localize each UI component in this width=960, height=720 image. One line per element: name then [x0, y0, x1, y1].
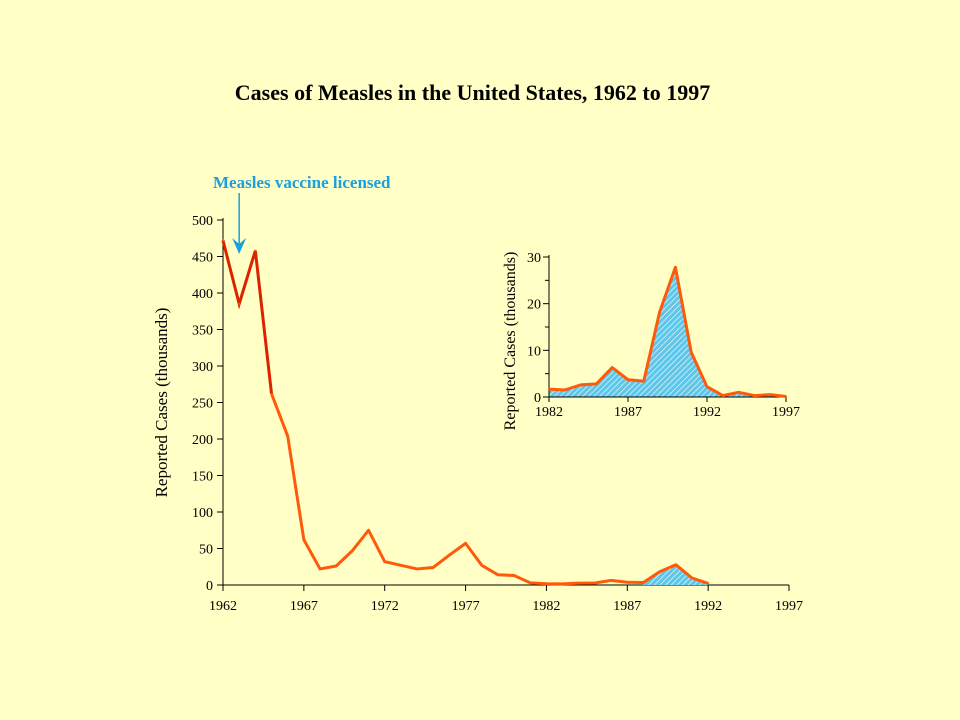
data-point [529, 581, 532, 584]
data-point [658, 570, 661, 573]
annotation-arrow-head [232, 238, 247, 254]
data-point [545, 582, 548, 585]
y-tick-label: 250 [192, 397, 213, 412]
inset-cases-line [548, 265, 787, 399]
x-tick-label: 1992 [694, 599, 722, 614]
y-tick-label: 400 [192, 287, 213, 302]
data-point [626, 581, 629, 584]
data-point [464, 542, 467, 545]
inset-x-tick-label: 1987 [614, 405, 642, 420]
data-point [610, 579, 613, 582]
data-point [399, 564, 402, 567]
data-point [416, 567, 419, 570]
x-tick-label: 1962 [209, 599, 237, 614]
inset-data-point [706, 385, 708, 388]
data-point [351, 549, 354, 552]
x-tick-label: 1987 [613, 599, 641, 614]
x-tick-label: 1982 [532, 599, 560, 614]
y-tick-label: 100 [192, 506, 213, 521]
y-tick-label: 50 [199, 543, 213, 558]
resurgence-area [643, 564, 709, 585]
y-axis-label: Reported Cases (thousands) [152, 308, 171, 498]
inset-y-tick-label: 0 [534, 391, 541, 406]
cases-line-early [221, 240, 274, 394]
data-point [302, 538, 305, 541]
data-point [707, 582, 710, 585]
x-tick-label: 1972 [371, 599, 399, 614]
inset-x-tick-label: 1997 [772, 405, 800, 420]
data-point [513, 574, 516, 577]
data-point [642, 581, 645, 584]
inset-area [549, 267, 786, 397]
y-tick-label: 0 [206, 579, 213, 594]
inset-x-tick-label: 1982 [535, 405, 563, 420]
cases-line [270, 393, 709, 586]
x-tick-label: 1977 [452, 599, 480, 614]
inset-data-point [579, 383, 582, 386]
inset-data-point [690, 351, 693, 354]
inset-data-point [548, 388, 550, 391]
data-point [319, 567, 322, 570]
data-point [383, 560, 386, 563]
y-tick-label: 150 [192, 470, 213, 485]
data-point [222, 239, 224, 242]
data-point [577, 582, 580, 585]
data-point [674, 563, 677, 566]
data-point [254, 249, 257, 252]
inset-data-point [595, 382, 598, 385]
y-tick-label: 450 [192, 251, 213, 266]
data-point [561, 582, 564, 585]
data-point [432, 566, 435, 569]
data-point [238, 302, 241, 305]
inset-data-point [785, 395, 787, 398]
chart-title: Cases of Measles in the United States, 1… [234, 80, 711, 105]
y-tick-label: 300 [192, 360, 213, 375]
inset-chart: 0 10 20 30 1982 1987 1992 1997 Reported Cases (t… [502, 251, 800, 430]
vaccine-annotation-label: Measles vaccine licensed [213, 173, 391, 192]
inset-x-tick-label: 1992 [693, 405, 721, 420]
inset-data-point [753, 394, 756, 397]
data-point [286, 435, 289, 438]
inset-data-point [658, 311, 661, 314]
inset-data-point [563, 389, 566, 391]
data-point [690, 576, 693, 579]
x-tick-label: 1967 [290, 599, 318, 614]
data-point [367, 529, 370, 532]
data-point [496, 573, 499, 576]
inset-y-axis-label: Reported Cases (thousands) [502, 252, 519, 431]
inset-data-point [769, 393, 772, 396]
data-point [335, 565, 338, 568]
inset-data-point [611, 366, 614, 369]
inset-data-point [721, 394, 724, 397]
y-tick-label: 200 [192, 433, 213, 448]
data-point [448, 554, 451, 557]
inset-data-point [627, 378, 629, 381]
y-tick-label: 350 [192, 324, 213, 339]
inset-y-tick-label: 30 [527, 251, 541, 266]
data-point [593, 581, 596, 584]
x-tick-label: 1997 [775, 599, 803, 614]
inset-data-point [737, 391, 740, 394]
data-point [270, 392, 273, 395]
data-point [480, 564, 483, 567]
inset-data-point [674, 266, 677, 269]
vaccine-annotation: Measles vaccine licensed [213, 173, 391, 254]
inset-data-point [642, 380, 645, 383]
y-tick-label: 500 [192, 214, 213, 229]
inset-y-tick-label: 20 [527, 298, 541, 313]
inset-y-tick-label: 10 [527, 344, 541, 359]
